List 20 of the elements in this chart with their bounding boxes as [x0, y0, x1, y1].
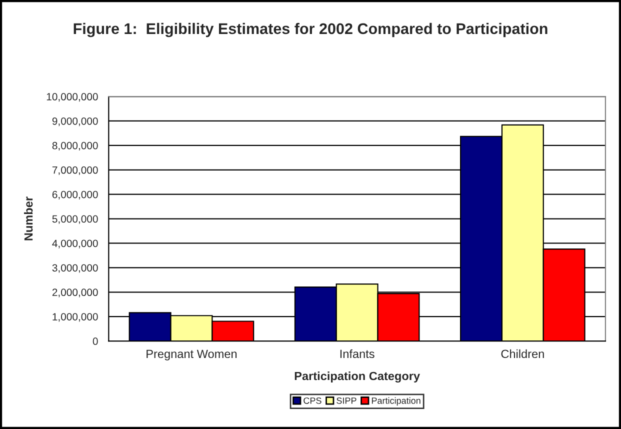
chart-title: Figure 1: Eligibility Estimates for 2002 Compared to Participation	[74, 22, 548, 38]
y-tick-label: 4,000,000	[52, 240, 98, 248]
y-tick-label: 8,000,000	[52, 142, 98, 151]
y-tick-label: 10,000,000	[46, 93, 98, 102]
x-tick-label: Children	[501, 349, 544, 358]
y-tick-label: 2,000,000	[52, 288, 98, 298]
x-tick-label: Infants	[340, 349, 374, 358]
legend-label: CPS	[304, 397, 322, 404]
y-tick-label: 5,000,000	[52, 215, 98, 224]
y-tick-label: 0	[92, 338, 98, 345]
y-axis-title: Number	[24, 196, 33, 240]
y-tick-label: 3,000,000	[52, 264, 98, 273]
y-tick-label: 1,000,000	[52, 313, 98, 322]
legend-label: SIPP	[336, 397, 356, 404]
y-tick-label: 9,000,000	[52, 117, 98, 126]
x-tick-label: Pregnant Women	[146, 350, 237, 360]
y-tick-label: 6,000,000	[52, 190, 98, 200]
legend-label: Participation	[372, 397, 420, 406]
y-tick-label: 7,000,000	[52, 166, 98, 175]
x-axis-title: Participation Category	[294, 372, 420, 383]
